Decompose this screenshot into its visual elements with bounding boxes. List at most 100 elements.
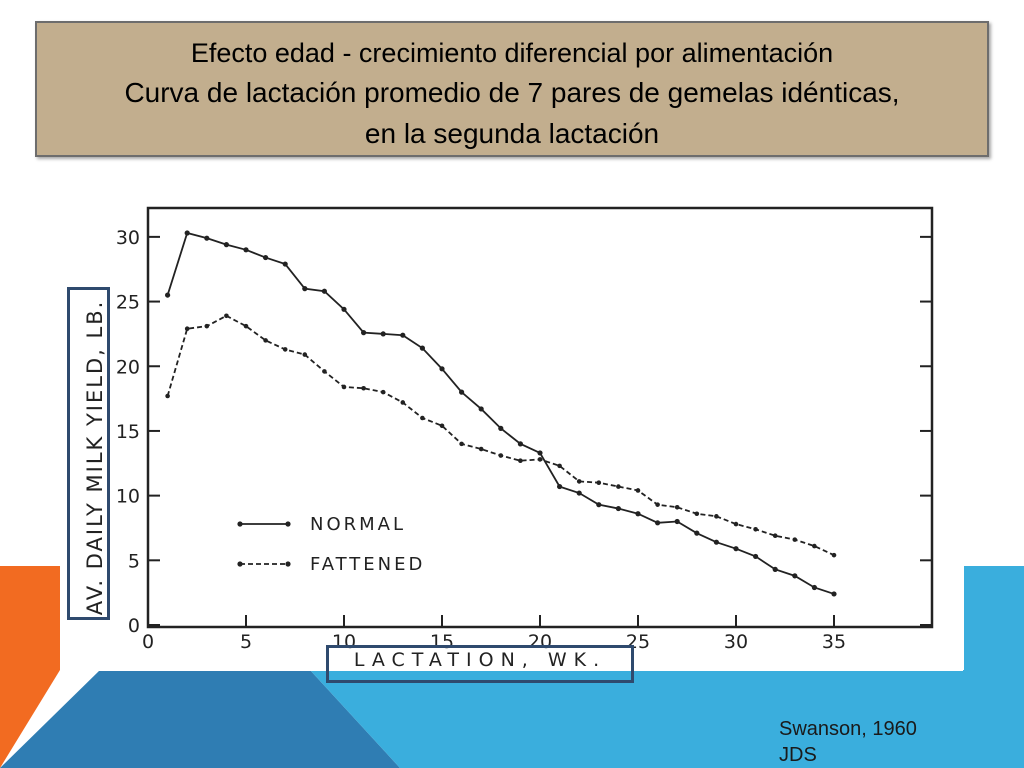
- data-point-normal: [243, 247, 249, 253]
- slide-title-box: Efecto edad - crecimiento diferencial po…: [35, 21, 989, 157]
- data-point-fattened: [557, 463, 562, 469]
- data-point-fattened: [204, 323, 210, 329]
- legend-marker: [285, 521, 291, 527]
- data-point-normal: [772, 566, 778, 572]
- slide-title-line-2: Curva de lactación promedio de 7 pares d…: [124, 77, 900, 108]
- data-point-normal: [282, 261, 288, 267]
- data-point-normal: [498, 425, 504, 431]
- data-point-fattened: [380, 389, 386, 395]
- data-point-fattened: [753, 526, 758, 532]
- data-point-fattened: [459, 441, 464, 447]
- data-point-normal: [302, 286, 308, 292]
- x-tick-label: 35: [822, 631, 846, 653]
- x-tick-label: 0: [142, 631, 154, 653]
- data-point-normal: [557, 483, 563, 490]
- x-axis-highlight-box: [326, 645, 634, 683]
- y-tick-label: 5: [128, 550, 140, 572]
- data-point-fattened: [322, 369, 327, 374]
- data-point-normal: [655, 520, 661, 526]
- data-point-normal: [674, 518, 680, 525]
- data-point-normal: [223, 242, 229, 248]
- data-point-normal: [478, 406, 484, 412]
- data-point-normal: [341, 306, 347, 312]
- data-point-fattened: [478, 446, 484, 452]
- data-point-normal: [596, 502, 602, 508]
- series-line-normal: [166, 231, 835, 595]
- data-point-fattened: [772, 533, 778, 539]
- y-axis-highlight-box: [67, 287, 110, 620]
- dark-blue-wedge-shape: [0, 670, 400, 768]
- data-point-normal: [459, 389, 465, 395]
- data-point-normal: [576, 490, 582, 496]
- data-point-normal: [204, 235, 210, 241]
- y-tick-label: 25: [116, 292, 140, 314]
- legend-marker: [237, 521, 243, 527]
- data-point-fattened: [165, 393, 170, 399]
- data-point-normal: [321, 288, 327, 294]
- data-point-fattened: [400, 400, 406, 405]
- data-point-normal: [733, 546, 739, 552]
- data-point-normal: [400, 332, 406, 338]
- data-point-normal: [831, 591, 837, 597]
- lactation-chart-figure: 0 5 10 15 20 25 30 0 5 10 15 20 25 30 35 AV. DAILY MILK…: [60, 193, 963, 671]
- data-point-normal: [380, 331, 386, 337]
- data-point-fattened: [184, 326, 190, 332]
- data-point-fattened: [439, 423, 445, 429]
- data-point-fattened: [733, 521, 739, 527]
- citation-journal: JDS: [779, 744, 817, 766]
- data-point-fattened: [635, 488, 641, 493]
- slide-title-line-3: en la segunda lactación: [364, 118, 660, 149]
- x-axis-title: LACTATION, WK.: [354, 649, 606, 671]
- legend-marker: [237, 561, 243, 567]
- data-point-normal: [811, 584, 818, 591]
- y-axis-title: AV. DAILY MILK YIELD, LB.: [83, 300, 107, 616]
- orange-corner-shape: [0, 566, 60, 768]
- data-point-normal: [635, 511, 641, 517]
- data-point-normal: [419, 345, 425, 351]
- data-point-normal: [537, 450, 543, 456]
- legend-marker: [285, 561, 291, 567]
- y-tick-label: 30: [116, 227, 140, 249]
- data-point-normal: [439, 366, 445, 372]
- data-point-normal: [615, 505, 622, 512]
- data-point-fattened: [831, 552, 837, 558]
- y-tick-label: 0: [128, 615, 140, 637]
- data-point-fattened: [498, 453, 504, 458]
- y-tick-label: 10: [116, 486, 140, 508]
- slide-title-line-1: Efecto edad - crecimiento diferencial po…: [190, 38, 834, 68]
- data-point-fattened: [674, 504, 680, 510]
- data-point-fattened: [224, 313, 229, 319]
- data-point-fattened: [576, 479, 582, 484]
- data-point-fattened: [792, 537, 798, 542]
- data-point-fattened: [596, 480, 602, 485]
- data-point-fattened: [361, 385, 366, 391]
- x-tick-label: 5: [240, 631, 252, 653]
- data-point-fattened: [518, 458, 523, 463]
- x-tick-label: 30: [724, 631, 748, 653]
- data-point-fattened: [694, 511, 700, 517]
- data-point-fattened: [812, 543, 817, 549]
- data-point-fattened: [655, 502, 660, 507]
- data-point-fattened: [420, 415, 425, 421]
- data-point-fattened: [714, 514, 719, 519]
- light-blue-band-shape: [310, 566, 1024, 768]
- data-point-normal: [517, 441, 523, 447]
- data-point-fattened: [263, 338, 268, 343]
- data-point-fattened: [341, 384, 347, 390]
- data-point-normal: [713, 539, 720, 545]
- legend-label-normal: NORMAL: [310, 514, 406, 535]
- data-point-normal: [184, 230, 190, 236]
- data-point-normal: [165, 292, 171, 298]
- citation-author-year: Swanson, 1960: [779, 718, 917, 740]
- data-point-fattened: [282, 347, 288, 352]
- data-point-fattened: [302, 352, 308, 357]
- data-point-fattened: [537, 457, 543, 462]
- y-tick-label: 20: [116, 356, 140, 378]
- data-point-fattened: [243, 323, 249, 329]
- data-point-normal: [753, 553, 759, 560]
- legend-label-fattened: FATTENED: [310, 554, 425, 575]
- data-point-normal: [792, 573, 798, 579]
- data-point-normal: [694, 530, 700, 536]
